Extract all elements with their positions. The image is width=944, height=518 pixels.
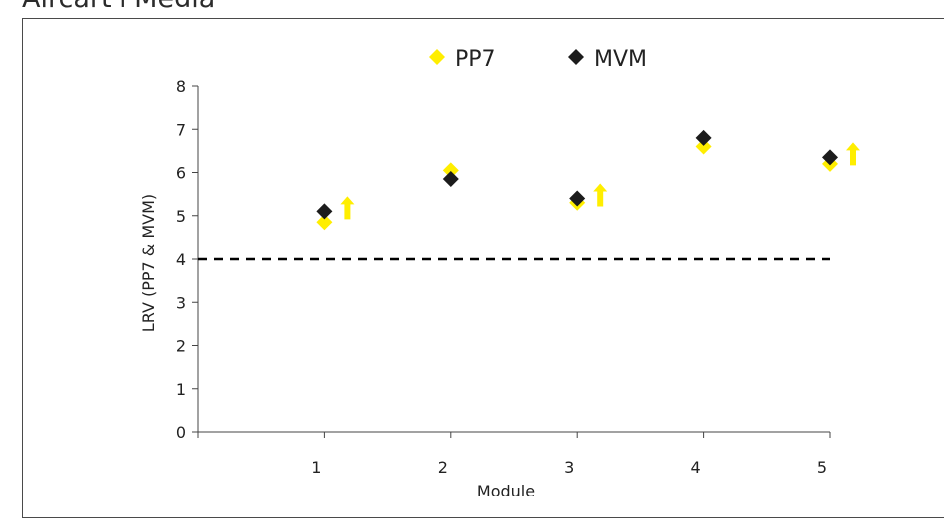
legend-label-mvm: MVM <box>594 47 647 72</box>
y-tick-label: 8 <box>176 77 186 96</box>
y-axis-title: LRV (PP7 & MVM) <box>139 194 158 332</box>
x-axis-title: Module <box>477 482 535 496</box>
mvm-data-point <box>822 149 838 166</box>
y-tick-label: 4 <box>176 250 186 269</box>
x-tick-label: 3 <box>564 458 574 477</box>
mvm-data-point <box>442 170 459 187</box>
x-tick-label: 5 <box>817 458 827 477</box>
y-tick-label: 6 <box>176 164 186 183</box>
legend-marker-pp7 <box>429 49 445 65</box>
scatter-chart: 0 1 2 3 4 5 6 7 8 1 2 3 4 5 Module LRV (PP7 & MVM) PP7 MV… <box>139 47 860 496</box>
y-tick-label: 0 <box>176 423 186 442</box>
y-tick-label: 2 <box>176 337 186 356</box>
up-arrow-icon <box>340 196 355 220</box>
mvm-data-point <box>569 190 586 207</box>
page-title: Aircart+Media <box>22 0 215 14</box>
pp7-data-point <box>316 214 333 231</box>
mvm-data-point <box>316 203 333 220</box>
up-arrow-icon <box>846 142 860 166</box>
y-tick-label: 3 <box>176 293 186 312</box>
x-tick-label: 2 <box>438 458 448 477</box>
y-tick-label: 5 <box>176 207 186 226</box>
legend-label-pp7: PP7 <box>455 47 496 72</box>
up-arrow-icon <box>593 183 608 207</box>
x-tick-label: 1 <box>311 458 321 477</box>
x-tick-label: 4 <box>691 458 701 477</box>
pp7-data-point <box>442 162 459 179</box>
mvm-data-point <box>695 129 712 146</box>
legend-marker-mvm <box>568 49 584 65</box>
y-tick-label: 7 <box>176 120 186 139</box>
pp7-data-point <box>695 138 712 155</box>
y-tick-label: 1 <box>176 380 186 399</box>
